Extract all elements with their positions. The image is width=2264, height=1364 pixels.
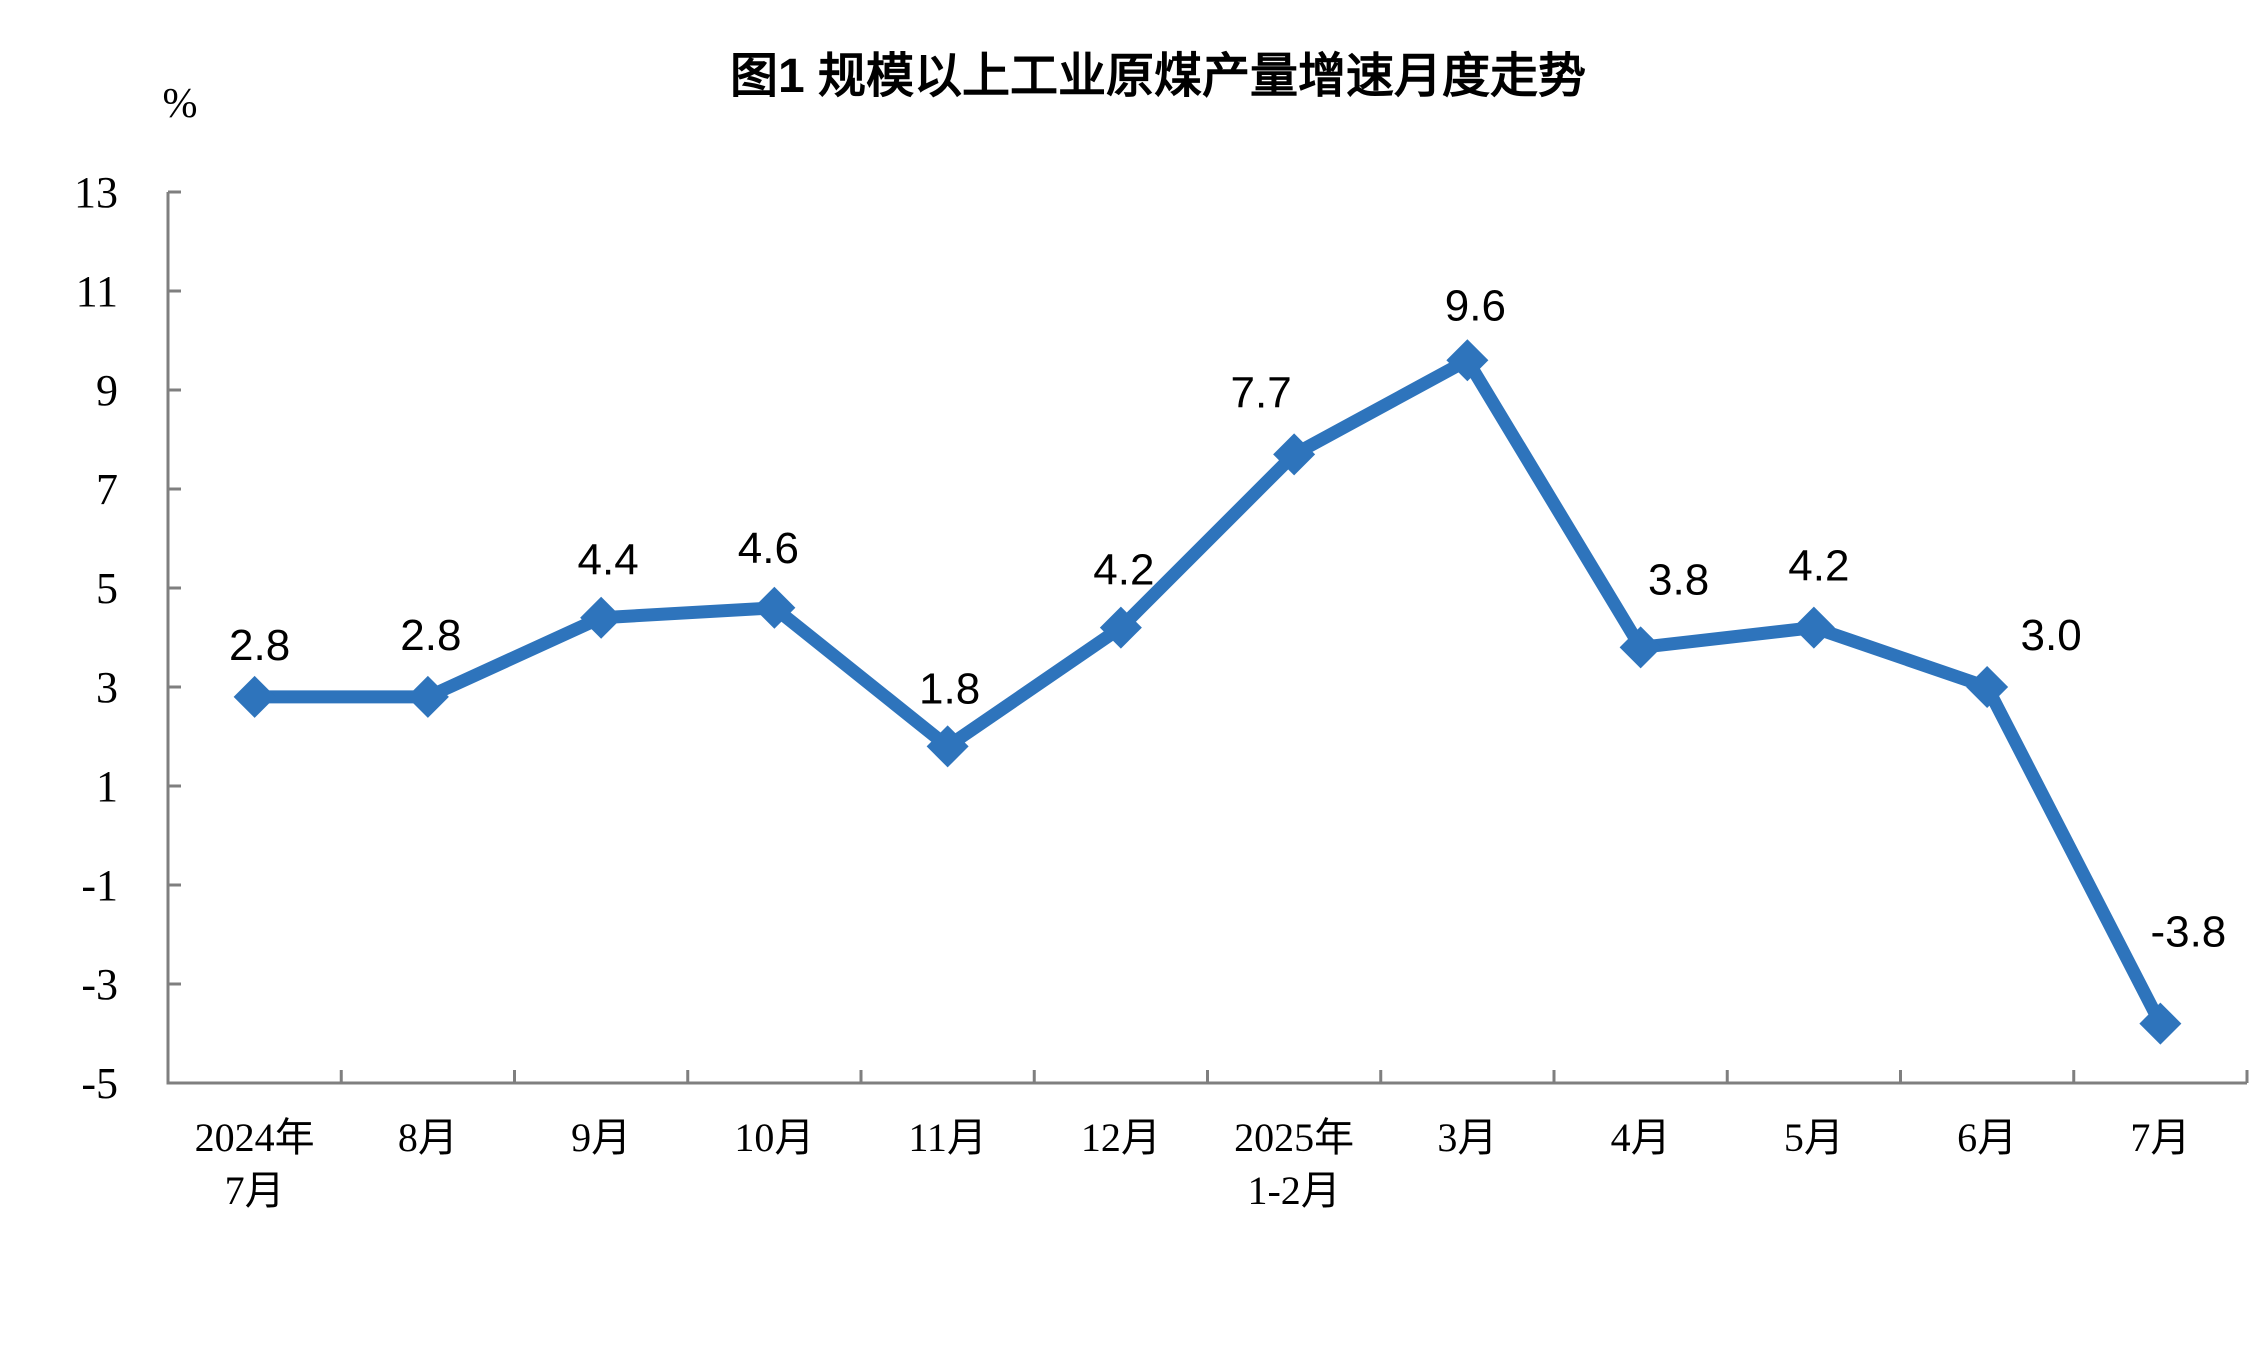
x-category-label: 10月	[734, 1115, 814, 1160]
data-point-markers	[233, 339, 2182, 1045]
x-category-label: 3月	[1437, 1115, 1497, 1160]
data-point-marker	[2139, 1002, 2182, 1045]
x-category-label: 11月	[908, 1115, 987, 1160]
y-tick-label: -1	[81, 861, 118, 910]
data-point-label: 4.2	[1788, 542, 1849, 591]
data-point-marker	[580, 596, 623, 639]
y-tick-label: 9	[96, 366, 118, 415]
data-point-marker	[1792, 606, 1835, 649]
data-point-marker	[1966, 666, 2009, 708]
x-axis-ticks	[166, 1070, 2249, 1083]
x-category-label: 7月	[2130, 1115, 2190, 1160]
x-category-label: 6月	[1957, 1115, 2017, 1160]
y-axis-labels: 13 11 9 7 5 3 1 -1 -3 -5	[74, 168, 118, 1108]
x-category-label: 12月	[1081, 1115, 1161, 1160]
data-point-label: 3.8	[1648, 555, 1709, 604]
data-point-label: 7.7	[1231, 368, 1292, 417]
y-tick-label: 3	[96, 663, 118, 712]
data-point-label: -3.8	[2150, 908, 2226, 957]
y-tick-label: -3	[81, 960, 118, 1009]
x-category-label: 2025年 1-2月	[1234, 1115, 1354, 1213]
data-point-label: 4.2	[1093, 546, 1154, 595]
x-category-label: 2024年 7月	[195, 1115, 315, 1213]
data-series-line	[248, 353, 2167, 1031]
data-point-marker	[1446, 339, 1489, 382]
y-tick-label: 11	[76, 267, 118, 316]
y-tick-label: 13	[74, 168, 118, 217]
data-point-labels: 2.8 2.8 4.4 4.6 1.8 4.2 7.7 9.6 3.8 4.2 3.0 -3.8	[229, 281, 2226, 956]
chart-title: 图1 规模以上工业原煤产量增速月度走势	[730, 50, 1586, 103]
series-line	[248, 353, 2167, 1031]
y-tick-label: -5	[81, 1059, 118, 1108]
x-axis-labels: 2024年 7月 8月 9月 10月 11月 12月 2025年 1-2月 3月 4月 5月 6月 7月	[195, 1115, 2191, 1213]
data-point-marker	[1273, 433, 1316, 476]
y-axis-unit-label: %	[163, 81, 198, 127]
data-point-label: 4.6	[738, 524, 799, 573]
x-category-label: 4月	[1611, 1115, 1671, 1160]
data-point-marker	[233, 675, 276, 718]
data-point-marker	[1619, 626, 1662, 669]
data-point-marker	[753, 586, 796, 629]
data-point-marker	[406, 675, 449, 718]
axes	[166, 192, 2247, 1085]
data-point-label: 2.8	[400, 611, 461, 660]
y-tick-label: 1	[96, 762, 118, 811]
data-point-label: 3.0	[2021, 611, 2082, 660]
data-point-marker	[1099, 606, 1142, 649]
axis-lines	[166, 192, 2247, 1085]
y-tick-label: 5	[96, 564, 118, 613]
y-axis-ticks	[168, 190, 181, 1085]
x-category-label: 8月	[398, 1115, 458, 1160]
data-point-label: 4.4	[578, 536, 639, 585]
x-category-label: 9月	[571, 1115, 631, 1160]
data-point-label: 2.8	[229, 621, 290, 670]
y-tick-label: 7	[96, 465, 118, 514]
data-point-label: 9.6	[1445, 281, 1506, 330]
data-point-marker	[926, 725, 969, 768]
data-point-label: 1.8	[919, 664, 980, 713]
x-category-label: 5月	[1784, 1115, 1844, 1160]
